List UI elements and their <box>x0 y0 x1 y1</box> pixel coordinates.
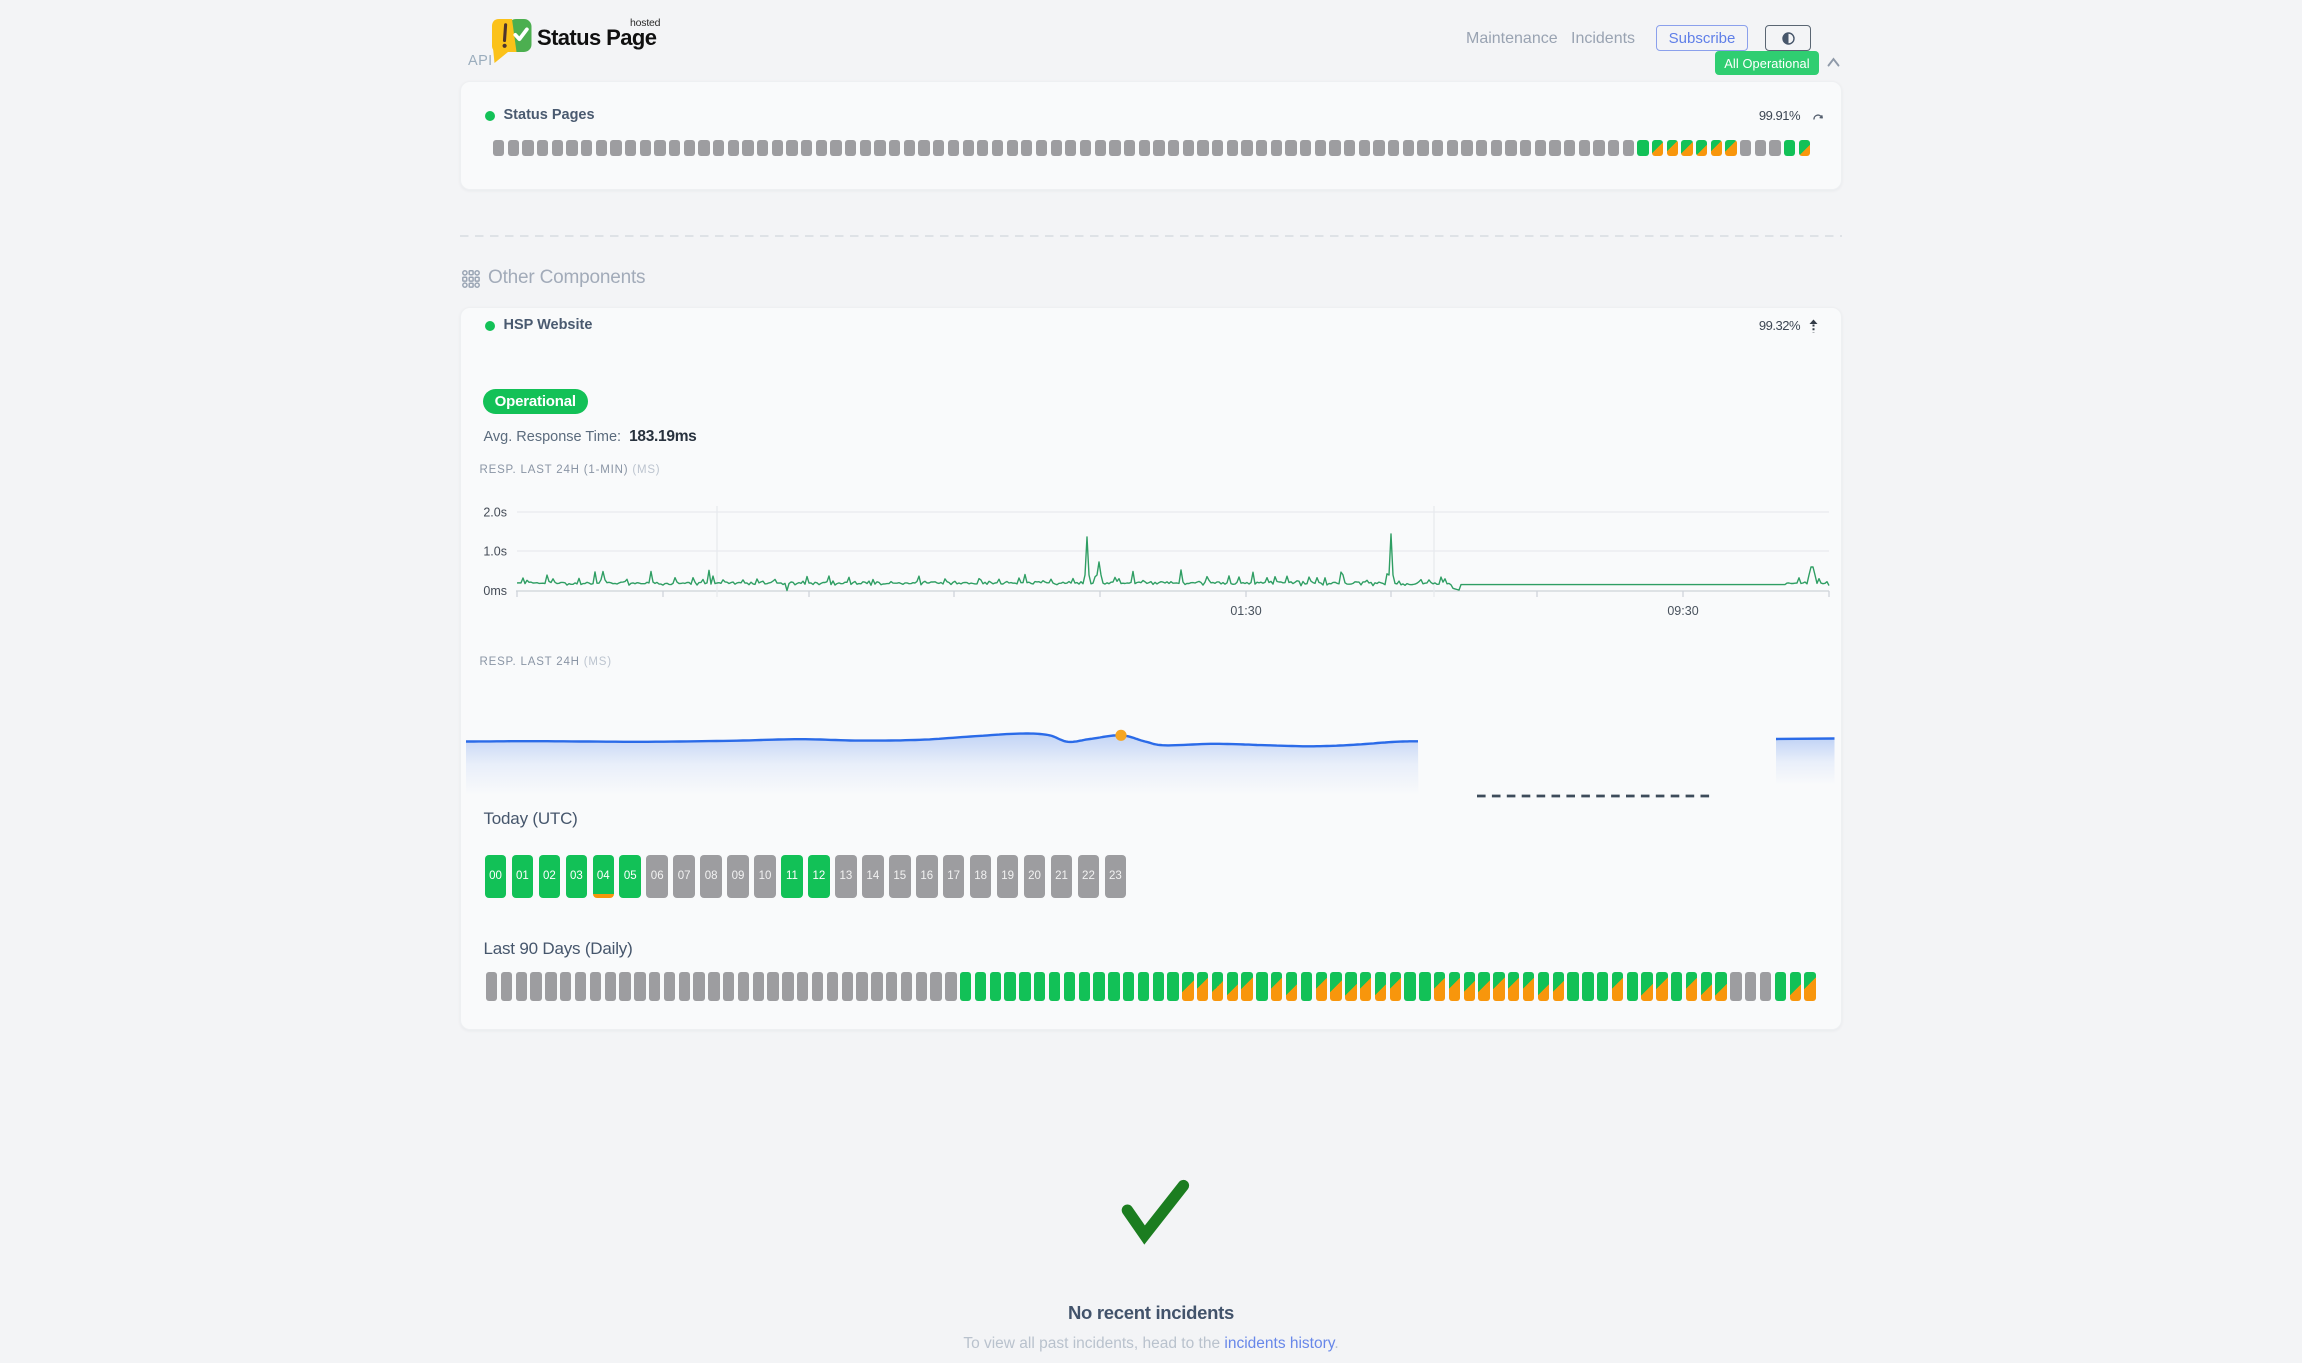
svg-text:2.0s: 2.0s <box>483 506 507 520</box>
svg-text:09:30: 09:30 <box>1667 604 1698 618</box>
svg-text:01:30: 01:30 <box>1230 604 1261 618</box>
svg-text:1.0s: 1.0s <box>483 545 507 559</box>
svg-text:0ms: 0ms <box>483 584 507 598</box>
